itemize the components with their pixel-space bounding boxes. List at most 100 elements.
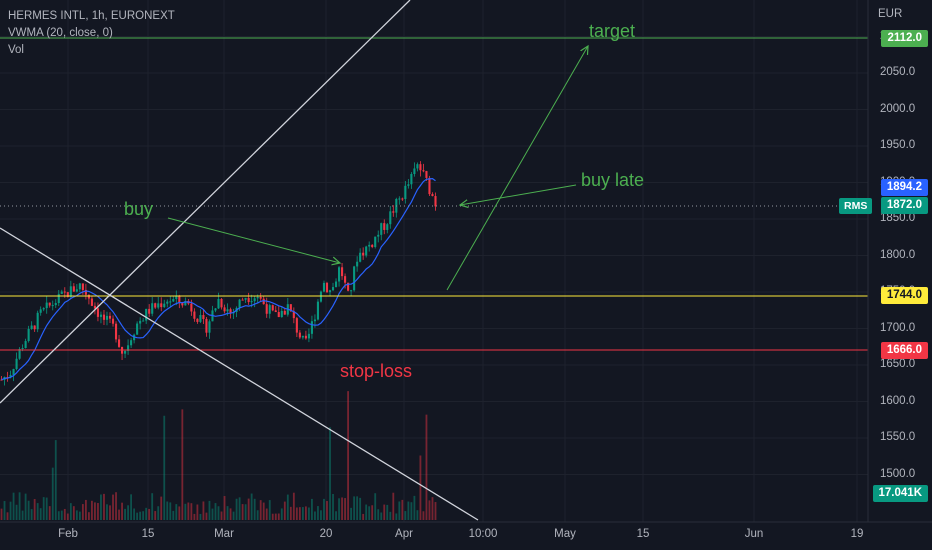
candle-body	[78, 283, 81, 290]
volume-bar	[130, 494, 133, 520]
x-tick-label: 19	[850, 528, 864, 540]
volume-bar	[265, 508, 268, 520]
volume-bar	[368, 506, 371, 520]
candle-body	[298, 332, 301, 338]
candle-body	[81, 283, 84, 290]
volume-bar	[48, 506, 51, 520]
volume-bar	[320, 510, 322, 520]
candle-body	[157, 303, 160, 308]
volume-bar	[262, 502, 265, 520]
candle-body	[21, 347, 24, 349]
volume-bar	[250, 493, 253, 520]
volume-bar	[199, 513, 202, 520]
volume-bar	[371, 505, 374, 520]
candle-body	[220, 298, 223, 308]
candle-body	[108, 315, 112, 319]
volume-bar	[18, 492, 21, 520]
candle-body	[99, 314, 103, 317]
volume-bar	[232, 511, 235, 520]
volume-bar	[175, 504, 178, 520]
candle-body	[274, 310, 277, 313]
candle-body	[398, 198, 401, 200]
candle-body	[256, 296, 259, 299]
x-tick-label: 15	[141, 528, 155, 540]
volume-bar	[332, 493, 334, 520]
currency-label[interactable]: EUR	[878, 8, 903, 20]
volume-bar	[256, 510, 259, 520]
volume-bar	[301, 507, 304, 520]
volume-bar	[413, 495, 416, 520]
y-tick-label: 1850.0	[880, 212, 916, 225]
candle-body	[350, 290, 353, 292]
candle-body	[172, 299, 175, 302]
volume-bar	[271, 513, 274, 520]
volume-bar	[36, 503, 39, 520]
volume-bar	[121, 502, 123, 520]
stop-loss-annotation[interactable]: stop-loss	[340, 361, 413, 381]
volume-bar	[75, 510, 78, 520]
candle-body	[316, 301, 320, 320]
volume-bar	[109, 505, 111, 520]
volume-bar	[127, 505, 129, 520]
symbol-title[interactable]: HERMES INTL, 1h, EURONEXT	[8, 10, 175, 22]
candle-body	[368, 244, 371, 247]
vwma-line	[1, 177, 436, 381]
candle-body	[325, 282, 329, 293]
volume-bar	[286, 494, 289, 520]
volume-bar	[395, 513, 398, 520]
volume-bar	[172, 510, 175, 520]
volume-bar	[115, 492, 117, 520]
candle-body	[72, 286, 75, 292]
candle-body	[193, 311, 196, 319]
volume-bar	[15, 504, 18, 520]
candle-body	[289, 304, 292, 312]
volume-bar	[220, 511, 223, 520]
volume-bars	[0, 391, 437, 520]
volume-bar	[311, 498, 313, 520]
volume-bar	[289, 506, 292, 520]
volume-bar	[404, 511, 407, 520]
candle-body	[247, 298, 250, 303]
entry-price-label: 1744.0	[880, 287, 928, 304]
volume-bar	[151, 493, 154, 520]
buy-annotation[interactable]: buy	[124, 199, 154, 219]
volume-legend[interactable]: Vol	[8, 44, 24, 56]
volume-bar	[326, 501, 328, 520]
candle-body	[238, 299, 241, 308]
volume-bar	[9, 501, 12, 520]
candle-body	[307, 333, 310, 339]
volume-bar	[154, 511, 157, 520]
candle-body	[280, 310, 283, 318]
volume-bar	[142, 511, 145, 520]
volume-bar	[280, 508, 283, 520]
y-tick-label: 1550.0	[880, 431, 916, 444]
y-tick-label: 1500.0	[880, 467, 916, 480]
candle-body	[36, 312, 39, 330]
candle-body	[250, 301, 253, 303]
volume-bar	[428, 500, 431, 520]
candle-body	[166, 301, 169, 304]
candle-body	[277, 312, 280, 318]
candle-body	[96, 308, 100, 317]
volume-bar	[335, 511, 337, 520]
vwma-legend[interactable]: VWMA (20, close, 0)	[8, 27, 113, 39]
volume-bar	[419, 455, 422, 520]
candle-body	[344, 276, 347, 283]
volume-bar	[94, 502, 96, 520]
volume-bar	[81, 504, 84, 520]
y-tick-label: 1700.0	[880, 321, 916, 334]
vwma-price-label: 1894.2	[880, 179, 928, 196]
target-arrow	[446, 46, 588, 291]
target-annotation[interactable]: target	[589, 21, 636, 41]
volume-bar	[383, 504, 386, 520]
volume-bar	[283, 501, 286, 520]
candle-body	[181, 302, 184, 306]
buy-late-annotation[interactable]: buy late	[581, 170, 645, 190]
candle-body	[401, 198, 404, 200]
candle-body	[268, 305, 271, 314]
candle-body	[12, 369, 15, 376]
candle-body	[301, 335, 304, 338]
volume-bar	[72, 506, 75, 520]
volume-bar	[365, 504, 368, 520]
